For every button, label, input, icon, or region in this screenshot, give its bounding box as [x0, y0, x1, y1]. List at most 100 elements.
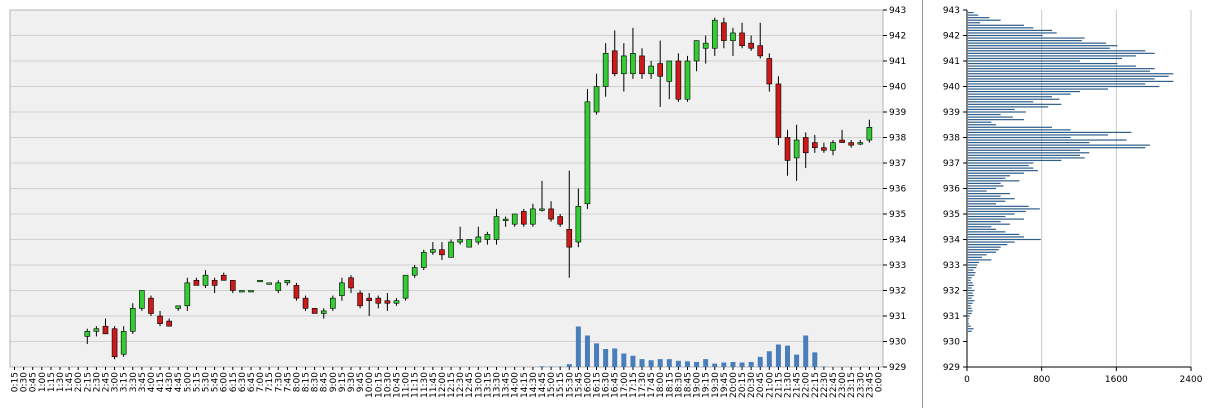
candle-body [148, 297, 154, 314]
x-tick-label: 12:30 [456, 372, 466, 398]
volume-profile-bar [968, 119, 1024, 121]
candle-body [802, 137, 809, 154]
volume-profile-bar [968, 124, 996, 126]
candle-body [184, 282, 191, 307]
volume-profile-bar [968, 254, 987, 256]
x-tick-label: 21:00 [765, 372, 775, 398]
volume-profile-bar [968, 62, 1118, 65]
candle-body [857, 142, 864, 145]
x-tick-label: 13:15 [483, 372, 493, 398]
candle-body [484, 234, 491, 240]
x-tick-label: 7:00 [256, 372, 266, 392]
x-tick-label: 8:45 [320, 372, 330, 392]
y-tick-label: 939 [889, 108, 906, 118]
x-tick-label: 4:30 [165, 372, 175, 392]
x-tick-label: 17:45 [647, 372, 657, 398]
volume-profile-bar [968, 259, 992, 261]
volume-profile-bar [968, 32, 1057, 34]
volume-profile-bar [968, 57, 1122, 60]
volume-profile-bar [968, 88, 1108, 90]
candle-body [702, 42, 709, 49]
x-tick-label: 21:15 [774, 372, 784, 398]
x-tick-label: 7:15 [265, 372, 275, 392]
volume-profile-bar [968, 312, 972, 315]
x-tick-label: 21:30 [784, 372, 794, 398]
volume-profile-bar [968, 302, 973, 304]
volume-profile-bar [968, 60, 1080, 62]
x-tick-label: 23:45 [865, 372, 875, 398]
volume-profile-bar [968, 136, 1071, 139]
volume-profile-bar [968, 221, 1001, 223]
volume-bar [775, 344, 781, 367]
x-tick-label: 5:45 [211, 372, 221, 392]
x-tick-label: 11:30 [420, 372, 430, 398]
y-tick-label: 932 [889, 287, 906, 297]
volume-profile-bar [968, 116, 1013, 118]
candle-body [530, 208, 536, 225]
volume-profile-bar [968, 208, 1040, 210]
candle-body [448, 241, 454, 258]
volume-profile-bar [968, 24, 1024, 26]
x-tick-label: 1:45 [65, 372, 75, 392]
volume-profile-bar [968, 295, 974, 297]
volume-bar [657, 359, 663, 367]
volume-profile-bar [968, 172, 1024, 174]
volume-profile-bar [968, 106, 1049, 108]
volume-profile-bar [968, 315, 970, 317]
candle-body [166, 320, 172, 327]
volume-profile-bar [968, 65, 1136, 67]
x-tick-label: 11:15 [411, 372, 421, 398]
candle-body [648, 65, 654, 75]
volume-profile-bar [968, 111, 1026, 113]
volume-profile-bar [968, 193, 1010, 195]
x-tick-label: 15:15 [556, 372, 566, 398]
x-tick-label: 18:00 [656, 372, 666, 398]
volume-profile-bar [968, 246, 1001, 248]
volume-profile-bar [968, 14, 979, 16]
candle-body [730, 32, 736, 41]
x-tick-label: 2:15 [83, 372, 93, 392]
x-tick-label: 6:30 [238, 372, 248, 392]
x-tick-label: 10:15 [374, 372, 384, 398]
volume-profile-bar [968, 91, 1080, 93]
volume-profile-bar [968, 264, 978, 266]
x-tick-label: 10:00 [365, 372, 375, 398]
x-tick-label: 4:00 [147, 372, 157, 392]
volume-profile-bar [968, 98, 1060, 100]
volume-profile-bar [968, 47, 1110, 49]
x-tick-label: 11:00 [402, 372, 412, 398]
volume-profile-chart: 929 930 931 932 933 934 935 936 937 938 939 940 941 9… [943, 6, 1203, 385]
candle-body [357, 292, 363, 307]
candle-body [602, 53, 609, 87]
volume-profile-bar [968, 269, 974, 271]
volume-bar [721, 362, 727, 367]
x-tick-label: 10:30 [383, 372, 393, 398]
candle-body [129, 308, 136, 332]
x-tick-label: 19:45 [720, 372, 730, 398]
volume-profile-bar [968, 162, 1034, 164]
volume-profile-bar [968, 261, 980, 264]
x-tick-label: 1600 [1105, 375, 1128, 385]
volume-profile-bar [968, 307, 972, 309]
x-tick-label: 11:45 [429, 372, 439, 398]
y-tick-label: 938 [943, 134, 960, 144]
x-tick-label: 3:15 [120, 372, 130, 392]
candle-body [502, 218, 509, 221]
candle-body [320, 310, 327, 314]
volume-profile-bar [968, 93, 1071, 95]
volume-profile-bar [968, 300, 975, 302]
volume-profile-bar [968, 134, 1108, 136]
candle-body [375, 297, 382, 304]
volume-bar [612, 348, 618, 367]
volume-bar [794, 354, 800, 367]
volume-bar [812, 352, 818, 367]
candle-body [457, 239, 463, 243]
volume-profile-bar [968, 305, 971, 307]
x-tick-label: 5:15 [192, 372, 202, 392]
volume-bar [748, 361, 754, 367]
x-tick-label: 9:00 [329, 372, 339, 392]
volume-bar [666, 359, 672, 367]
volume-profile-bar [968, 126, 1052, 128]
candle-body [684, 60, 691, 100]
volume-profile-bar [968, 284, 974, 286]
